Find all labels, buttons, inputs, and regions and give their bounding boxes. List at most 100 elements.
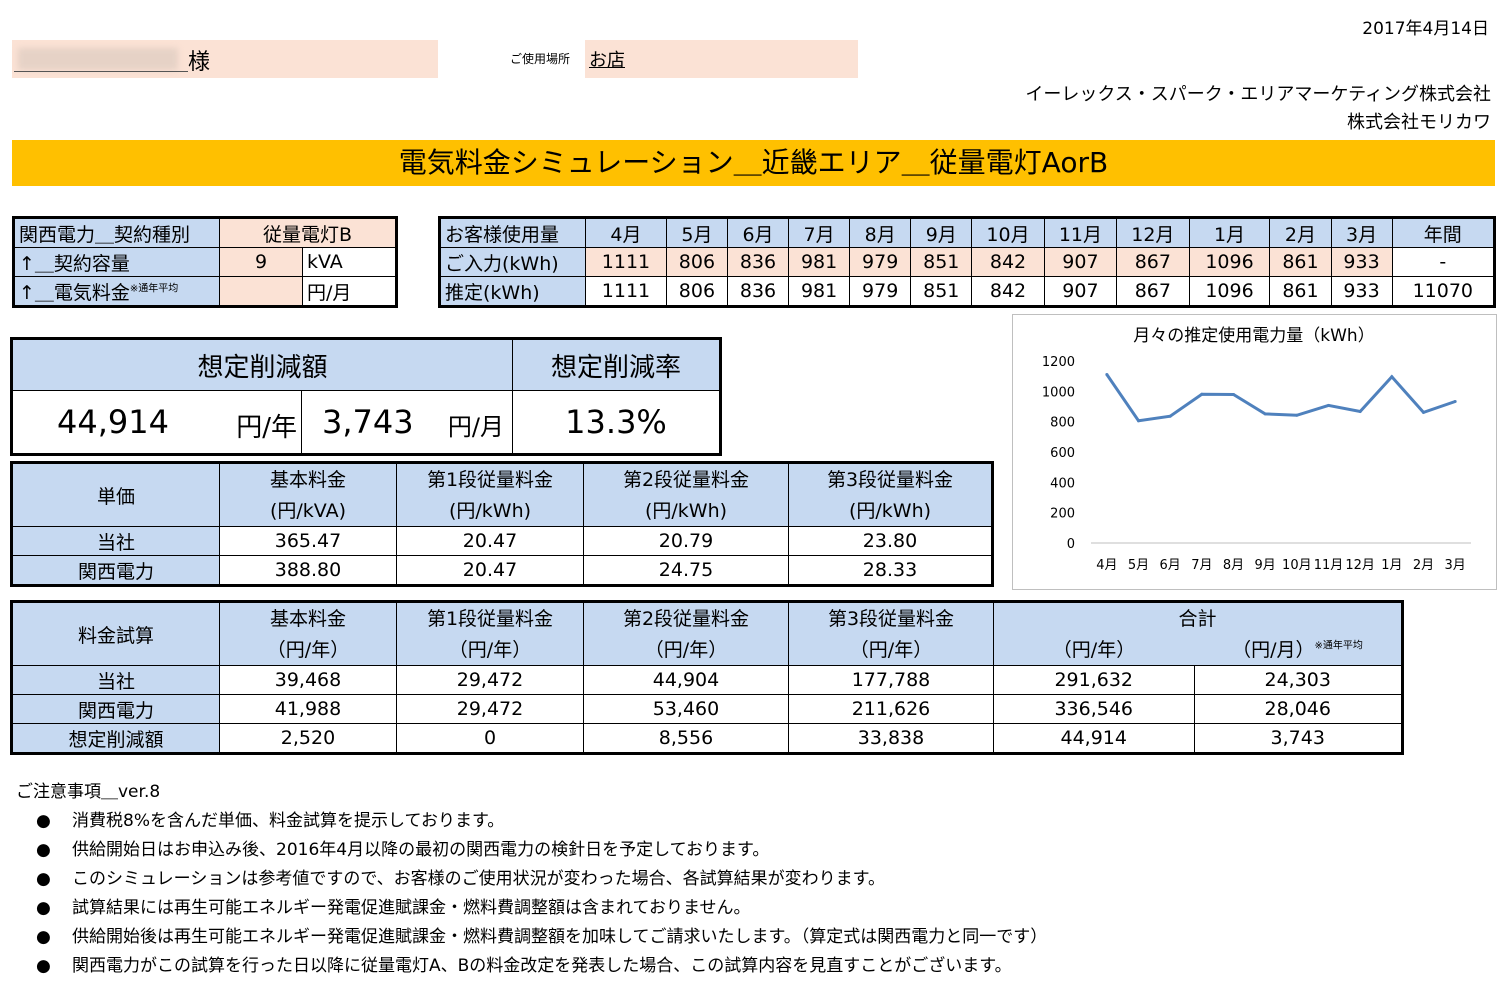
fee-unit-6: （円/月） bbox=[1232, 638, 1315, 661]
x-tick-label: 8月 bbox=[1223, 558, 1244, 573]
savings-rate-label: 想定削減率 bbox=[512, 338, 721, 391]
usage-table: お客様使用量 4月 5月 6月 7月 8月 9月 10月 11月 12月 1月 2月 3月 年間 ご入力(… bbox=[438, 216, 1496, 308]
table-cell: 28.33 bbox=[788, 555, 993, 586]
usage-input-cell: 842 bbox=[971, 247, 1045, 277]
place-value: お店 bbox=[589, 50, 625, 71]
y-tick-label: 400 bbox=[1050, 476, 1075, 491]
table-cell: 336,546 bbox=[993, 694, 1195, 724]
table-cell: 44,914 bbox=[993, 723, 1195, 754]
unit-price-header-3: 第2段従量料金 bbox=[583, 462, 789, 492]
fee-unit-4: （円/年） bbox=[788, 631, 994, 666]
place-box: お店 bbox=[585, 40, 858, 78]
usage-est-cell: 861 bbox=[1269, 276, 1332, 307]
usage-input-cell: 806 bbox=[665, 247, 728, 277]
contract-capacity-value: 9 bbox=[219, 247, 303, 277]
contract-fee-value bbox=[219, 276, 303, 307]
bullet-icon: ● bbox=[36, 956, 51, 976]
table-cell: 211,626 bbox=[788, 694, 994, 724]
month-header: 年間 bbox=[1391, 217, 1496, 248]
y-tick-label: 1000 bbox=[1042, 385, 1075, 400]
fee-unit-note: ※通年平均 bbox=[1314, 640, 1363, 652]
bullet-icon: ● bbox=[36, 811, 51, 831]
fee-header-2: 第1段従量料金 bbox=[396, 601, 584, 631]
data-point bbox=[1327, 403, 1330, 407]
unit-price-unit-3: (円/kWh) bbox=[583, 492, 789, 527]
note-text: 供給開始後は再生可能エネルギー発電促進賦課金・燃料費調整額を加味してご請求いたし… bbox=[72, 927, 1048, 947]
usage-line-chart: 月々の推定使用電力量（kWh） 0 200 400 600 800 1000 1200 4月 5… bbox=[1042, 325, 1471, 573]
table-cell: 20.47 bbox=[396, 555, 584, 586]
note-item: ● 消費税8%を含んだ単価、料金試算を提示しております。 bbox=[16, 807, 1047, 836]
fee-row-name: 関西電力 bbox=[11, 694, 220, 724]
customer-name-redacted bbox=[18, 48, 178, 70]
unit-price-header-2: 第1段従量料金 bbox=[396, 462, 584, 492]
table-cell: 20.47 bbox=[396, 526, 584, 556]
table-cell: 177,788 bbox=[788, 665, 994, 695]
savings-table: 想定削減額 想定削減率 44,914 円/年 3,743 円/月 13.3% bbox=[10, 337, 722, 456]
y-tick-label: 0 bbox=[1067, 537, 1075, 552]
table-cell: 24,303 bbox=[1193, 665, 1403, 695]
usage-input-cell: 981 bbox=[788, 247, 851, 277]
month-header: 3月 bbox=[1330, 217, 1393, 248]
notes-section: ご注意事項＿ver.8 ● 消費税8%を含んだ単価、料金試算を提示しております。 ●… bbox=[16, 778, 1047, 981]
series-line bbox=[1105, 373, 1456, 423]
fee-calc-table: 料金試算 基本料金 第1段従量料金 第2段従量料金 第3段従量料金 合計 （円/… bbox=[10, 600, 1404, 755]
table-cell: 2,520 bbox=[219, 723, 397, 754]
data-point bbox=[1105, 372, 1109, 376]
month-header: 4月 bbox=[585, 217, 667, 248]
usage-est-cell: 842 bbox=[971, 276, 1045, 307]
table-cell: 29,472 bbox=[396, 665, 584, 695]
note-text: 試算結果には再生可能エネルギー発電促進賦課金・燃料費調整額は含まれておりません。 bbox=[72, 898, 751, 918]
table-cell: 291,632 bbox=[993, 665, 1195, 695]
contract-fee-label-text: ↑＿電気料金 bbox=[19, 281, 130, 304]
savings-yearly-unit: 円/年 bbox=[236, 413, 297, 443]
usage-input-cell: 1096 bbox=[1188, 247, 1271, 277]
bullet-icon: ● bbox=[36, 898, 51, 918]
note-text: 供給開始日はお申込み後、2016年4月以降の最初の関西電力の検針日を予定しており… bbox=[72, 840, 770, 860]
table-cell: 23.80 bbox=[788, 526, 993, 556]
table-cell: 39,468 bbox=[219, 665, 397, 695]
fee-header-total: 合計 bbox=[993, 601, 1403, 631]
x-tick-label: 6月 bbox=[1160, 558, 1181, 573]
bullet-icon: ● bbox=[36, 869, 51, 889]
company-name-1: イーレックス・スパーク・エリアマーケティング株式会社 bbox=[1025, 84, 1491, 105]
usage-est-cell: 11070 bbox=[1391, 276, 1496, 307]
x-tick-label: 12月 bbox=[1345, 558, 1375, 573]
data-point bbox=[1263, 412, 1267, 416]
usage-input-cell: 907 bbox=[1043, 247, 1118, 277]
note-item: ● 供給開始日はお申込み後、2016年4月以降の最初の関西電力の検針日を予定してお… bbox=[16, 836, 1047, 865]
fee-unit-5: （円/年） bbox=[993, 631, 1194, 666]
y-tick-label: 200 bbox=[1050, 507, 1075, 522]
contract-fee-label: ↑＿電気料金※通年平均 bbox=[13, 276, 220, 307]
month-header: 12月 bbox=[1116, 217, 1190, 248]
note-item: ● 関西電力がこの試算を行った日以降に従量電灯A、Bの料金改定を発表した場合、この… bbox=[16, 952, 1047, 981]
company-name-2: 株式会社モリカワ bbox=[1347, 112, 1491, 133]
y-tick-label: 800 bbox=[1050, 416, 1075, 431]
usage-input-cell: 933 bbox=[1330, 247, 1393, 277]
contract-fee-unit: 円/月 bbox=[302, 276, 397, 307]
x-tick-label: 10月 bbox=[1282, 558, 1312, 573]
contract-fee-note: ※通年平均 bbox=[129, 283, 179, 295]
usage-est-cell: 933 bbox=[1330, 276, 1393, 307]
contract-capacity-label: ↑＿契約容量 bbox=[13, 247, 220, 277]
usage-est-cell: 1096 bbox=[1188, 276, 1271, 307]
table-cell: 33,838 bbox=[788, 723, 994, 754]
usage-est-label: 推定(kWh) bbox=[439, 276, 586, 307]
x-tick-label: 1月 bbox=[1381, 558, 1402, 573]
note-item: ● 供給開始後は再生可能エネルギー発電促進賦課金・燃料費調整額を加味してご請求いた… bbox=[16, 923, 1047, 952]
table-row: 当社 365.47 20.47 20.79 23.80 bbox=[11, 526, 993, 556]
table-cell: 3,743 bbox=[1193, 723, 1403, 754]
x-tick-label: 2月 bbox=[1413, 558, 1434, 573]
fee-unit-6-cell: （円/月）※通年平均 bbox=[1194, 631, 1403, 666]
usage-input-cell: 979 bbox=[849, 247, 912, 277]
unit-price-table: 単価 基本料金 第1段従量料金 第2段従量料金 第3段従量料金 (円/kVA) … bbox=[10, 461, 994, 587]
table-cell: 29,472 bbox=[396, 694, 584, 724]
fee-unit-1: （円/年） bbox=[219, 631, 397, 666]
usage-header: お客様使用量 bbox=[439, 217, 586, 248]
unit-price-header-4: 第3段従量料金 bbox=[788, 462, 993, 492]
usage-est-cell: 836 bbox=[726, 276, 790, 307]
x-tick-label: 3月 bbox=[1445, 558, 1466, 573]
table-cell: 53,460 bbox=[583, 694, 789, 724]
usage-est-cell: 979 bbox=[849, 276, 912, 307]
data-point bbox=[1137, 419, 1140, 423]
fee-unit-2: （円/年） bbox=[396, 631, 584, 666]
